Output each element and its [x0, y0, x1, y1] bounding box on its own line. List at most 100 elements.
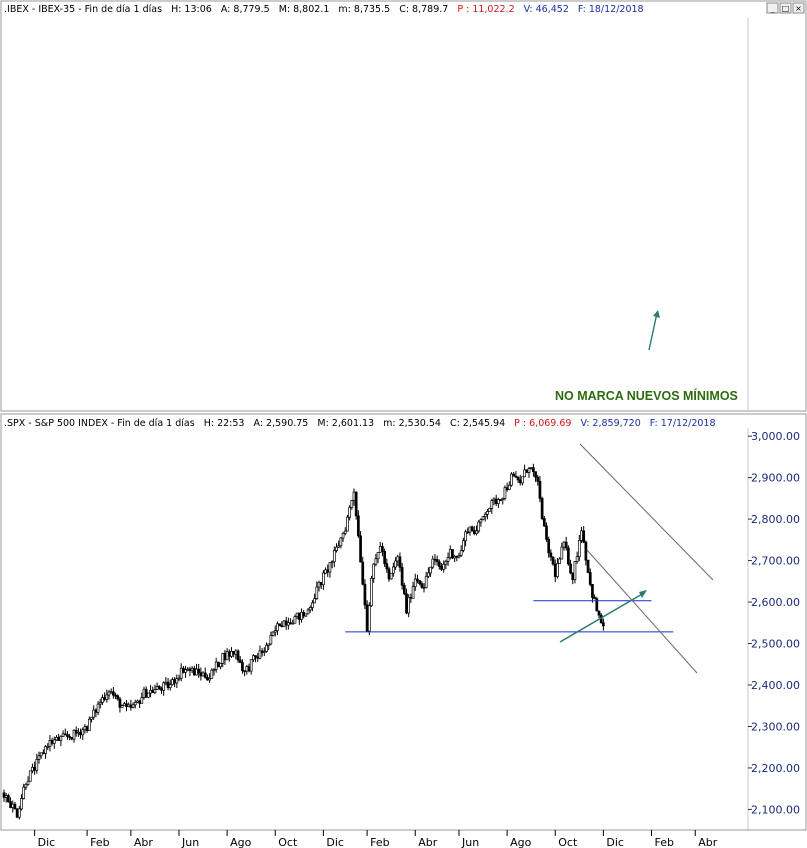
spx-candle-body: [101, 697, 104, 703]
spx-candle-body: [468, 526, 472, 533]
spx-candle-body: [112, 691, 115, 696]
maximize-button[interactable]: [779, 2, 792, 14]
spx-candle-body: [125, 703, 128, 707]
spx-candle-body: [171, 679, 174, 685]
spx-candle-body: [525, 469, 529, 473]
spx-candle-body: [558, 558, 561, 564]
spx-candle-body: [271, 631, 275, 636]
spx-candle-body: [440, 566, 443, 570]
spx-candle-body: [398, 556, 402, 568]
spx-candle-body: [249, 659, 253, 672]
spx-candle-body: [232, 651, 236, 655]
spx-min: m: 2,530.54: [383, 418, 441, 429]
spx-candle-body: [282, 620, 286, 627]
spx-candle-body: [339, 537, 343, 547]
spx-candle-body: [109, 691, 113, 694]
spx-candle-body: [523, 469, 526, 478]
minimize-button[interactable]: [766, 2, 779, 14]
spx-candle-body: [348, 507, 351, 518]
x-tick-label: Oct: [558, 836, 578, 848]
spx-candle-body: [527, 468, 531, 473]
spx-up-arrow: [559, 592, 645, 643]
ibex-header: .IBEX - IBEX-35 - Fin de día 1 días H: 1…: [4, 4, 644, 15]
spx-candle-body: [328, 562, 332, 573]
spx-candle-body: [556, 563, 559, 577]
spx-symbol: .SPX - S&P 500 INDEX - Fin de día 1 días: [4, 418, 195, 429]
spx-candle-body: [549, 552, 553, 558]
spx-candle-body: [540, 498, 544, 519]
spx-candle-body: [258, 650, 262, 659]
spx-y-tick-label: 2,200.00: [751, 762, 800, 775]
close-button[interactable]: [792, 2, 805, 14]
spx-candle-body: [459, 550, 463, 556]
spx-candle-body: [52, 739, 56, 744]
spx-candle-body: [481, 516, 485, 520]
spx-candle-body: [477, 521, 481, 532]
spx-candle-body: [354, 491, 358, 517]
spx-candle-body: [122, 703, 126, 706]
spx-f: F: 17/12/2018: [650, 418, 716, 429]
spx-candle-body: [472, 530, 476, 534]
spx-candle-body: [381, 546, 384, 552]
spx-candle-body: [521, 476, 524, 484]
x-tick-label: Jun: [461, 836, 479, 848]
spx-candle-body: [160, 688, 163, 691]
spx-candle-body: [411, 586, 415, 599]
spx-candle-body: [74, 729, 78, 734]
spx-m: M: 2,601.13: [317, 418, 374, 429]
spx-candle-body: [499, 499, 502, 501]
spx-candle-body: [567, 547, 570, 565]
spx-candle-body: [350, 500, 354, 508]
spx-candle-body: [9, 801, 12, 808]
spx-candle-body: [492, 498, 496, 501]
spx-candle-body: [179, 667, 183, 679]
spx-candle-body: [105, 694, 109, 700]
spx-candle-body: [265, 644, 268, 652]
spx-candle-body: [573, 561, 577, 580]
spx-candle-body: [593, 597, 596, 600]
spx-candle-body: [219, 663, 222, 668]
spx-candle-body: [389, 572, 393, 580]
spx-candle-body: [335, 546, 338, 551]
spx-candle-body: [236, 650, 240, 661]
spx-candle-body: [197, 668, 201, 673]
spx-candle-body: [147, 692, 150, 698]
spx-candle-body: [276, 623, 279, 631]
spx-a: A: 2,590.75: [253, 418, 308, 429]
spx-candle-body: [413, 578, 417, 588]
spx-candle-body: [2, 792, 6, 798]
spx-candle-body: [352, 491, 356, 501]
spx-y-tick-label: 2,800.00: [751, 513, 800, 526]
spx-candle-body: [295, 612, 299, 617]
spx-candle-body: [20, 798, 23, 810]
spx-downtrend-upper: [579, 443, 714, 581]
spx-candle-body: [35, 758, 39, 771]
spx-header: .SPX - S&P 500 INDEX - Fin de día 1 días…: [4, 418, 716, 429]
spx-candle-body: [120, 705, 124, 708]
spx-candle-body: [462, 540, 465, 551]
spx-candle-body: [243, 670, 246, 673]
spx-candle-body: [212, 669, 216, 671]
spx-candle-body: [188, 668, 192, 671]
x-tick-label: Abr: [134, 836, 154, 848]
spx-candle-body: [87, 718, 91, 732]
spx-candle-body: [516, 476, 520, 481]
spx-candle-body: [422, 586, 426, 589]
spx-candle-body: [85, 726, 89, 732]
spx-candle-body: [22, 786, 26, 799]
spx-y-tick-label: 2,600.00: [751, 596, 800, 609]
spx-candle-body: [448, 549, 452, 558]
x-tick-label: Dic: [606, 836, 624, 848]
spx-candle-body: [402, 584, 406, 595]
spx-candle-body: [571, 572, 575, 580]
spx-candle-body: [315, 586, 319, 599]
spx-candle-body: [260, 650, 264, 653]
spx-candle-body: [437, 561, 441, 567]
spx-candle-body: [252, 655, 255, 660]
close-icon: ×: [795, 4, 802, 13]
spx-candle-body: [164, 681, 168, 684]
ibex-f: F: 18/12/2018: [578, 4, 644, 15]
spx-candle-body: [4, 795, 8, 798]
spx-candle-body: [518, 479, 522, 484]
spx-candle-body: [210, 669, 214, 679]
